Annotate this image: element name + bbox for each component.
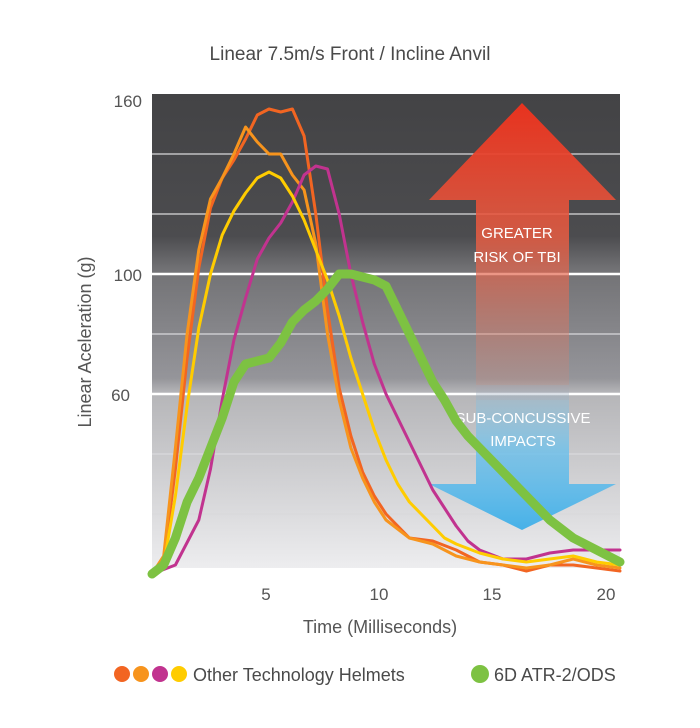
legend-dot-green [471, 665, 489, 683]
legend-dot-yellow [171, 666, 187, 682]
y-tick-60: 60 [111, 386, 130, 405]
series-line-other-2 [150, 125, 622, 576]
y-tick-100: 100 [114, 266, 142, 285]
x-tick-5: 5 [261, 585, 270, 604]
x-tick-20: 20 [597, 585, 616, 604]
sub-concussive-label-2: IMPACTS [490, 433, 556, 450]
greater-risk-arrow [429, 103, 616, 400]
legend-dot-orange-red [114, 666, 130, 682]
x-tick-10: 10 [370, 585, 389, 604]
legend: Other Technology Helmets 6D ATR-2/ODS [0, 660, 700, 690]
legend-other-label: Other Technology Helmets [193, 665, 405, 685]
legend-6d-label: 6D ATR-2/ODS [494, 665, 616, 685]
series-line-6d-atr2-ods [147, 269, 625, 579]
y-axis-label: Linear Aceleration (g) [75, 256, 95, 427]
legend-dot-magenta [152, 666, 168, 682]
greater-risk-label-1: GREATER [481, 225, 553, 242]
sub-concussive-arrow [429, 385, 616, 530]
greater-risk-label-2: RISK OF TBI [473, 249, 560, 266]
series-layer [147, 107, 625, 579]
legend-dot-orange [133, 666, 149, 682]
y-tick-160: 160 [114, 92, 142, 111]
x-axis-label: Time (Milliseconds) [303, 617, 457, 637]
chart-title: Linear 7.5m/s Front / Incline Anvil [209, 44, 491, 65]
series-line-other-4 [150, 170, 622, 576]
sub-concussive-label-1: SUB-CONCUSSIVE [455, 410, 590, 427]
x-tick-15: 15 [483, 585, 502, 604]
